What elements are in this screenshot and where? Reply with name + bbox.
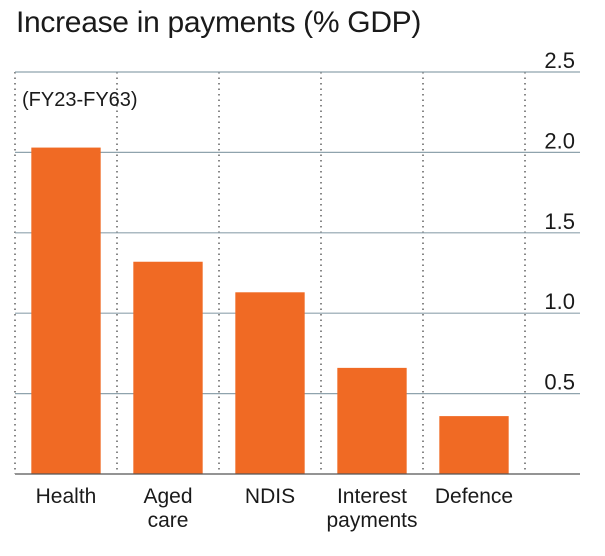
y-tick-label: 2.0: [544, 128, 575, 153]
y-tick-label: 1.0: [544, 289, 575, 314]
axis-layer: Health Aged care NDIS Interest payments Defenc…: [15, 48, 580, 532]
chart-subtitle: (FY23-FY63): [22, 89, 138, 111]
bar: [235, 292, 305, 474]
chart-title: Increase in payments (% GDP): [16, 6, 422, 39]
bar: [337, 367, 407, 474]
x-tick-label: Defence: [435, 485, 513, 508]
bar: [31, 147, 101, 475]
bar: [439, 416, 509, 474]
x-tick-label: Aged care: [143, 485, 192, 532]
x-tick-label: Health: [36, 485, 97, 508]
x-tick-label: NDIS: [245, 485, 295, 508]
y-tick-label: 2.5: [544, 48, 575, 73]
bar: [133, 261, 203, 474]
x-tick-label: Interest payments: [326, 485, 417, 532]
y-tick-label: 1.5: [544, 209, 575, 234]
y-tick-label: 0.5: [544, 370, 575, 395]
bar-layer: [31, 147, 509, 475]
